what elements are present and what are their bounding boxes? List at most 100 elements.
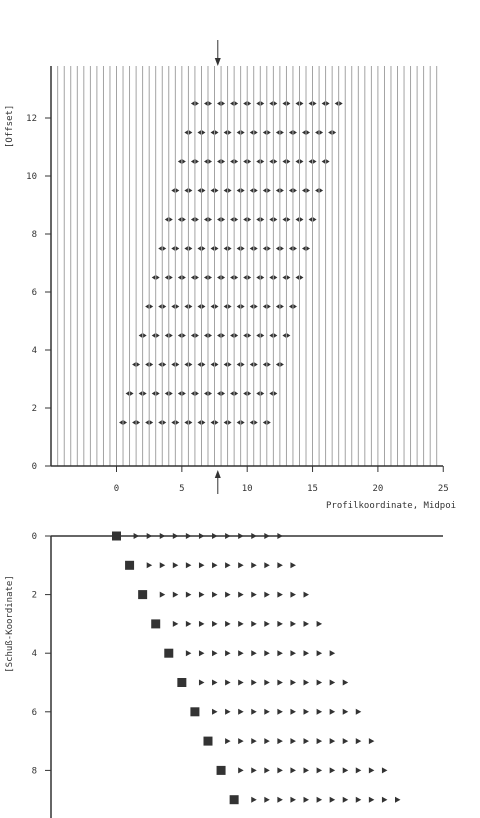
midpoint-marker (230, 391, 239, 396)
receiver-marker (316, 708, 323, 715)
receiver-marker (277, 591, 283, 598)
midpoint-marker (184, 188, 193, 193)
midpoint-marker (203, 333, 212, 338)
receiver-marker (225, 738, 231, 745)
receiver-marker (185, 650, 192, 657)
receiver-marker (225, 620, 231, 627)
receiver-marker (212, 708, 218, 715)
midpoint-marker (236, 304, 245, 309)
y-tick-label: 8 (32, 230, 37, 240)
midpoint-marker (295, 159, 304, 164)
midpoint-marker (262, 130, 271, 135)
receiver-marker (185, 620, 192, 627)
midpoint-marker (217, 159, 226, 164)
receiver-marker (329, 767, 336, 774)
y-tick-label: 6 (32, 708, 37, 718)
receiver-marker (251, 620, 257, 627)
midpoint-marker (256, 333, 265, 338)
midpoint-marker (230, 159, 239, 164)
midpoint-marker (249, 130, 258, 135)
midpoint-marker (184, 304, 193, 309)
receiver-marker (277, 562, 283, 569)
receiver-marker (212, 533, 218, 539)
midpoint-marker (197, 362, 206, 367)
midpoint-marker (203, 217, 212, 222)
receiver-marker (290, 767, 296, 774)
midpoint-marker (164, 275, 173, 280)
receiver-marker (303, 796, 310, 803)
source-marker (203, 736, 213, 746)
receiver-marker (264, 708, 270, 715)
midpoint-marker (197, 188, 206, 193)
midpoint-marker (262, 362, 271, 367)
midpoint-marker (158, 246, 167, 251)
midpoint-marker (262, 188, 271, 193)
receiver-marker (290, 591, 296, 598)
receiver-marker (303, 620, 310, 627)
receiver-marker (277, 679, 283, 686)
receiver-marker (277, 650, 283, 657)
receiver-marker (225, 591, 231, 598)
midpoint-marker (217, 275, 226, 280)
receiver-marker (303, 679, 310, 686)
midpoint-marker (295, 217, 304, 222)
receiver-marker (133, 533, 140, 539)
midpoint-marker (269, 333, 278, 338)
midpoint-marker (171, 304, 180, 309)
vertical-gridlines (57, 66, 438, 466)
receiver-marker (277, 620, 283, 627)
midpoint-marker (269, 217, 278, 222)
x-tick-label: 0 (114, 484, 119, 494)
receiver-marker (316, 650, 323, 657)
receiver-marker (225, 533, 231, 539)
midpoint-marker (171, 188, 180, 193)
midpoint-marker (282, 101, 291, 106)
midpoint-marker (236, 188, 245, 193)
receiver-marker (198, 533, 205, 539)
midpoint-marker (302, 188, 311, 193)
x-tick-label: 15 (307, 484, 318, 494)
receiver-marker (251, 708, 257, 715)
midpoint-marker (145, 420, 154, 425)
receiver-marker (198, 679, 205, 686)
midpoint-marker (223, 246, 232, 251)
midpoint-marker (210, 304, 219, 309)
receiver-marker (329, 679, 336, 686)
receiver-marker (212, 650, 218, 657)
midpoint-marker (236, 420, 245, 425)
midpoint-marker (223, 420, 232, 425)
midpoint-marker (158, 304, 167, 309)
receiver-marker (264, 738, 270, 745)
midpoint-marker (197, 246, 206, 251)
receiver-marker (329, 650, 336, 657)
receiver-marker (290, 620, 296, 627)
source-marker (138, 590, 148, 600)
receiver-marker (185, 533, 192, 539)
midpoint-marker (164, 391, 173, 396)
midpoint-marker (132, 420, 141, 425)
receiver-marker (277, 767, 283, 774)
receiver-marker (381, 767, 388, 774)
y-tick-label: 10 (26, 172, 37, 182)
receiver-marker (146, 562, 153, 569)
midpoint-markers (119, 101, 343, 425)
receiver-marker (185, 562, 192, 569)
midpoint-marker (184, 420, 193, 425)
receiver-marker (277, 738, 283, 745)
receiver-marker (251, 650, 257, 657)
midpoint-marker (308, 101, 317, 106)
source-marker (164, 648, 174, 658)
midpoint-marker (217, 333, 226, 338)
receiver-marker (329, 708, 336, 715)
midpoint-marker (210, 130, 219, 135)
receiver-marker (290, 650, 296, 657)
receiver-marker (212, 591, 218, 598)
midpoint-marker (321, 101, 330, 106)
midpoint-marker (197, 420, 206, 425)
receiver-marker (172, 562, 179, 569)
receiver-marker (342, 708, 349, 715)
receiver-marker (316, 738, 323, 745)
midpoint-marker (282, 217, 291, 222)
receiver-marker (355, 767, 362, 774)
